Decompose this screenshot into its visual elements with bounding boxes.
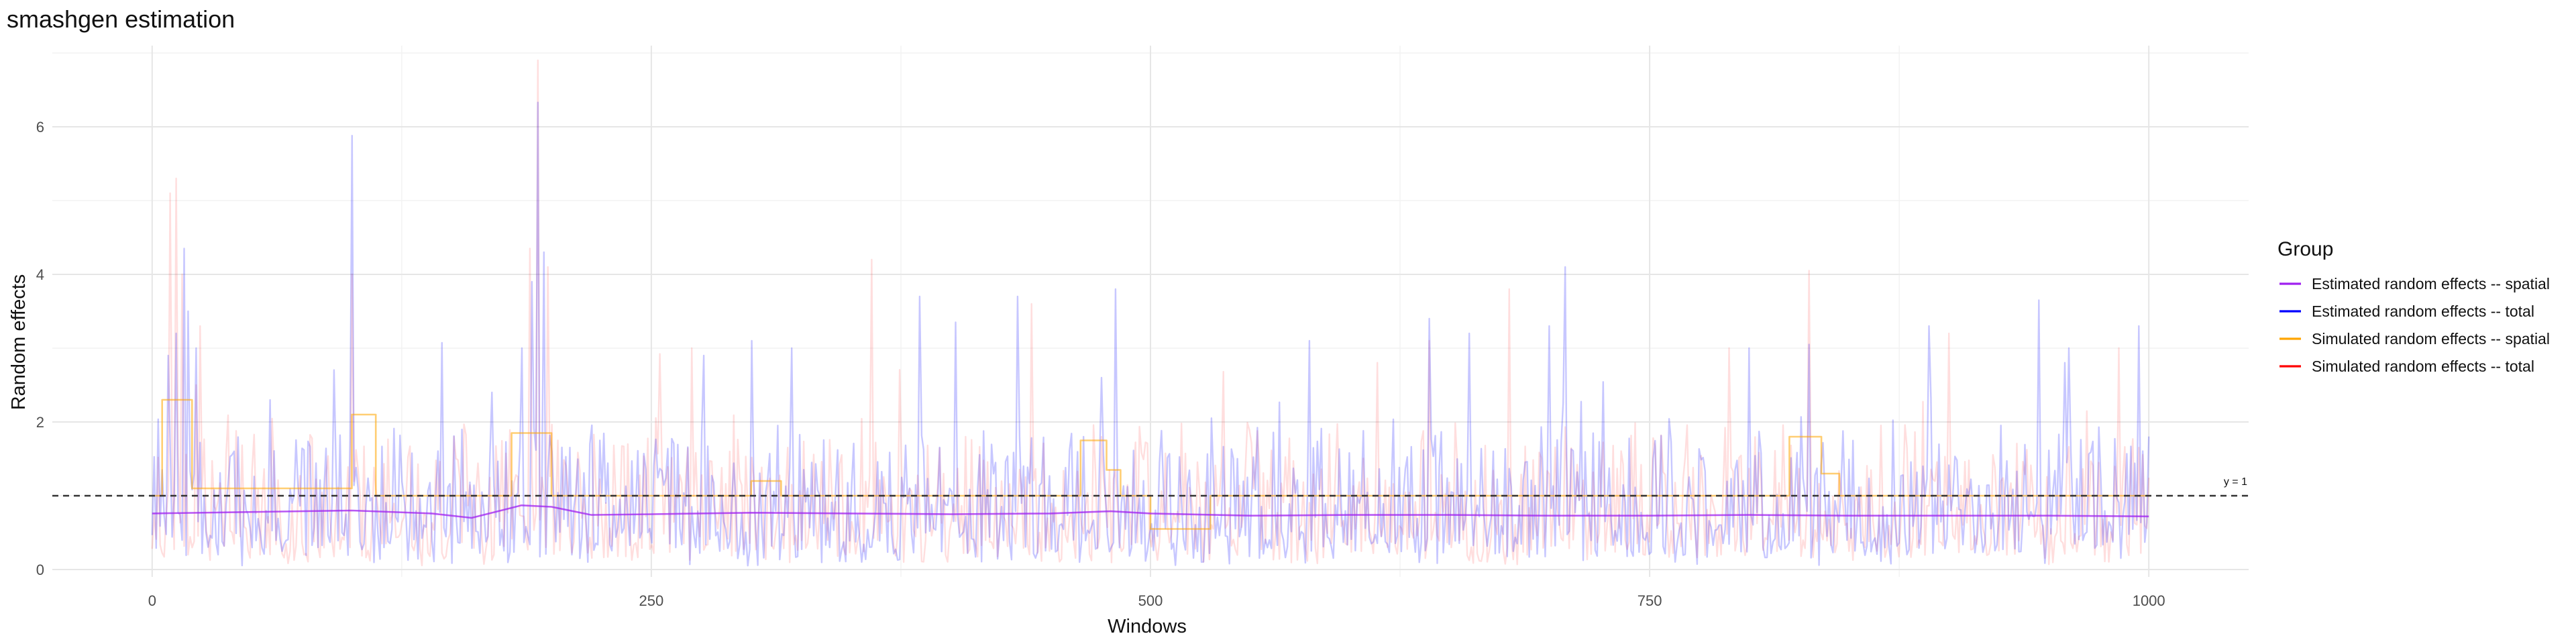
x-tick-label: 0 [148,592,156,609]
y-axis-title: Random effects [8,274,30,411]
legend-title: Group [2277,238,2333,260]
chart-title: smashgen estimation [7,5,235,33]
legend-item: Simulated random effects -- total [2279,358,2534,375]
legend-item: Estimated random effects -- total [2279,303,2534,320]
x-tick-label: 1000 [2133,592,2165,609]
legend-items: Estimated random effects -- spatial Estim… [2279,275,2550,375]
y-tick-label: 0 [36,561,44,578]
x-tick-label: 750 [1638,592,1662,609]
y-tick-label: 4 [36,266,44,283]
legend: Group Estimated random effects -- spatia… [2277,238,2550,375]
series-line-0 [152,504,2149,519]
x-tick-label: 250 [639,592,664,609]
reference-line-group: y = 1 [52,476,2249,497]
x-axis-title: Windows [1108,616,1187,637]
y-tick-label: 6 [36,119,44,136]
legend-item: Simulated random effects -- spatial [2279,330,2550,347]
y-axis-ticks: 0 2 4 6 [36,119,44,578]
legend-label: Estimated random effects -- total [2312,303,2534,320]
x-axis-ticks: 0 250 500 750 1000 [148,592,2165,609]
grid-major [52,46,2249,577]
x-tick-label: 500 [1138,592,1163,609]
legend-label: Simulated random effects -- spatial [2312,330,2550,347]
legend-item: Estimated random effects -- spatial [2279,275,2550,292]
reference-line-label: y = 1 [2224,476,2247,488]
legend-label: Simulated random effects -- total [2312,358,2534,375]
y-tick-label: 2 [36,414,44,431]
series-line-3 [151,59,2150,567]
legend-label: Estimated random effects -- spatial [2312,275,2550,292]
